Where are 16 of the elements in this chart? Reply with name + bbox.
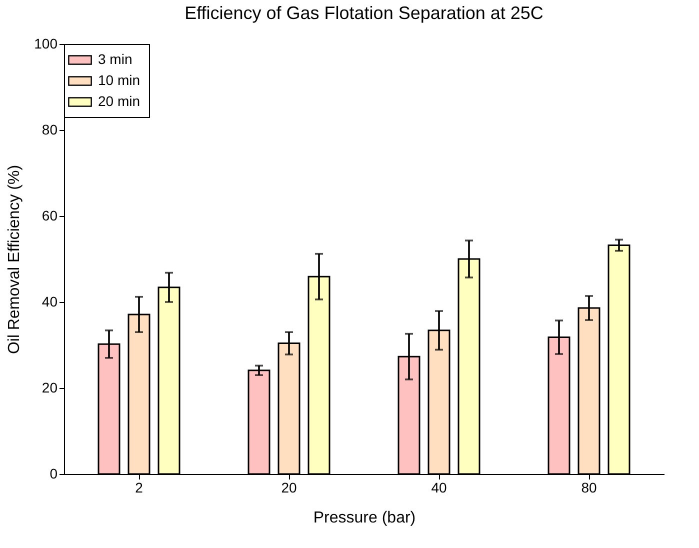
legend-label: 3 min <box>98 51 132 67</box>
y-tick-label: 0 <box>50 466 58 482</box>
x-axis-title: Pressure (bar) <box>313 510 416 526</box>
y-tick-label: 60 <box>42 208 58 224</box>
chart-title: Efficiency of Gas Flotation Separation at 25C <box>184 3 544 23</box>
y-tick-label: 80 <box>42 122 58 138</box>
y-tick-label: 40 <box>42 294 58 310</box>
x-tick-label: 20 <box>281 480 297 496</box>
x-tick-label: 80 <box>581 480 597 496</box>
x-tick-label: 2 <box>135 480 144 496</box>
legend-label: 10 min <box>98 72 140 88</box>
y-tick-label: 20 <box>42 380 58 396</box>
y-tick-label: 100 <box>34 36 58 52</box>
y-axis-title: Oil Removal Efficiency (%) <box>6 164 24 354</box>
x-tick-label: 40 <box>431 480 447 496</box>
legend-label: 20 min <box>98 93 140 109</box>
